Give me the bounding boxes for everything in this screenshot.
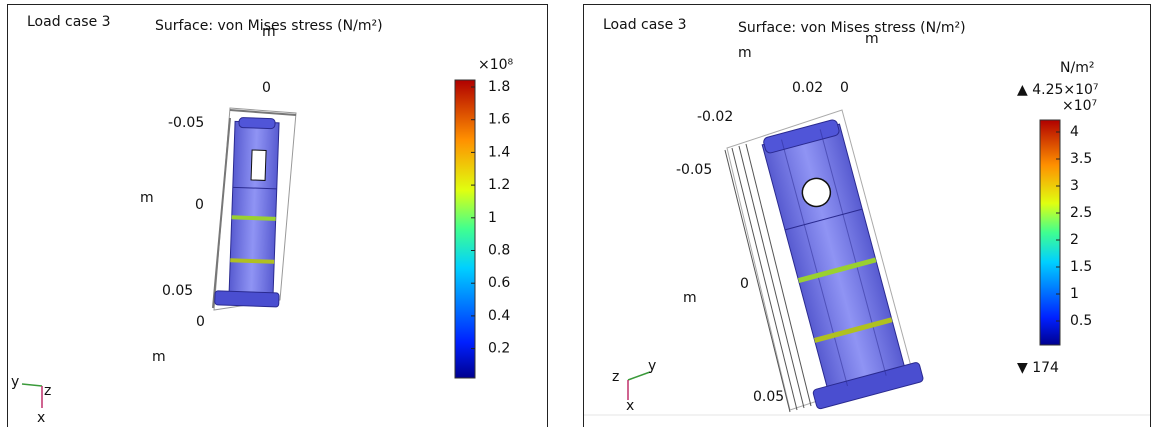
colorbar-tick-label: 0.5 [1070, 313, 1092, 329]
axis-label: -0.05 [168, 115, 204, 131]
axis-label: 0 [740, 276, 749, 292]
colorbar-tick-label: 1 [1070, 286, 1079, 302]
colorbar-tick-label: 1 [488, 210, 497, 226]
colorbar-tick-label: 1.2 [488, 177, 510, 193]
colorbar-tick-label: 0.4 [488, 308, 510, 324]
axis-label: m [152, 349, 166, 365]
triad-axis [628, 372, 650, 380]
colorbar-max: ▲ 4.25×10⁷ [1017, 82, 1099, 98]
colorbar-min: ▼ 174 [1017, 360, 1059, 376]
colorbar-tick-label: 0.2 [488, 341, 510, 357]
colorbar-tick-label: 1.4 [488, 144, 510, 160]
page: html, body { margin: 0; padding: 0; back… [0, 0, 1157, 427]
colorbar-tick-label: 0.6 [488, 275, 510, 291]
page-body: {"panels": [ {"label": "Load case 3", "t… [0, 0, 1157, 427]
colorbar-tick-label: 4 [1070, 124, 1079, 140]
shaft-top [239, 117, 275, 128]
shaft [762, 124, 905, 391]
colorbar-tick-label: 1.8 [488, 79, 510, 95]
triad-label: y [11, 374, 19, 390]
triad-2 [628, 372, 650, 400]
axis-label: 0 [840, 80, 849, 96]
triad-label: x [37, 410, 45, 426]
slot [251, 150, 266, 180]
colorbar-exponent: ×10⁷ [1062, 98, 1097, 114]
colorbar-tick-label: 2 [1070, 232, 1079, 248]
axis-label: 0.05 [753, 389, 784, 405]
axis-label: 0 [262, 80, 271, 96]
colorbar-tick-label: 3 [1070, 178, 1079, 194]
shaft [229, 121, 279, 294]
axis-label: m [738, 45, 752, 61]
panel-label: Load case 3 [27, 14, 111, 30]
axis-label: -0.02 [697, 109, 733, 125]
triad-1 [22, 384, 42, 408]
axis-label: m [262, 24, 276, 40]
triad-label: z [612, 369, 619, 385]
model-2 [725, 110, 924, 412]
axis-label: m [140, 190, 154, 206]
triad-label: z [44, 383, 51, 399]
triad-label: y [648, 358, 656, 374]
axis-label: 0 [195, 197, 204, 213]
colorbar-tick-label: 2.5 [1070, 205, 1092, 221]
colorbar-exponent: ×10⁸ [478, 57, 514, 73]
colorbar-unit: N/m² [1060, 60, 1094, 76]
model-1 [213, 108, 296, 310]
axis-label: -0.05 [676, 162, 712, 178]
axis-edge [213, 118, 230, 308]
panel-label: Load case 3 [603, 17, 687, 33]
colorbar-tick-label: 1.6 [488, 112, 510, 128]
axis-label: 0.02 [792, 80, 823, 96]
colorbar-tick-label: 3.5 [1070, 151, 1092, 167]
colorbar-tick-label: 0.8 [488, 243, 510, 259]
axis-label: 0 [196, 314, 205, 330]
plot-title: Surface: von Mises stress (N/m²) [738, 20, 966, 36]
colorbar [1040, 120, 1060, 345]
axis-label: m [865, 31, 879, 47]
axis-label: m [683, 290, 697, 306]
triad-axis [22, 384, 42, 386]
colorbar-tick-label: 1.5 [1070, 259, 1092, 275]
triad-label: x [626, 398, 634, 414]
colorbar [455, 80, 475, 378]
axis-label: 0.05 [162, 283, 193, 299]
figure: Load case 3 Surface: von Mises stress (N/… [0, 0, 1157, 427]
base-flange [215, 291, 279, 307]
